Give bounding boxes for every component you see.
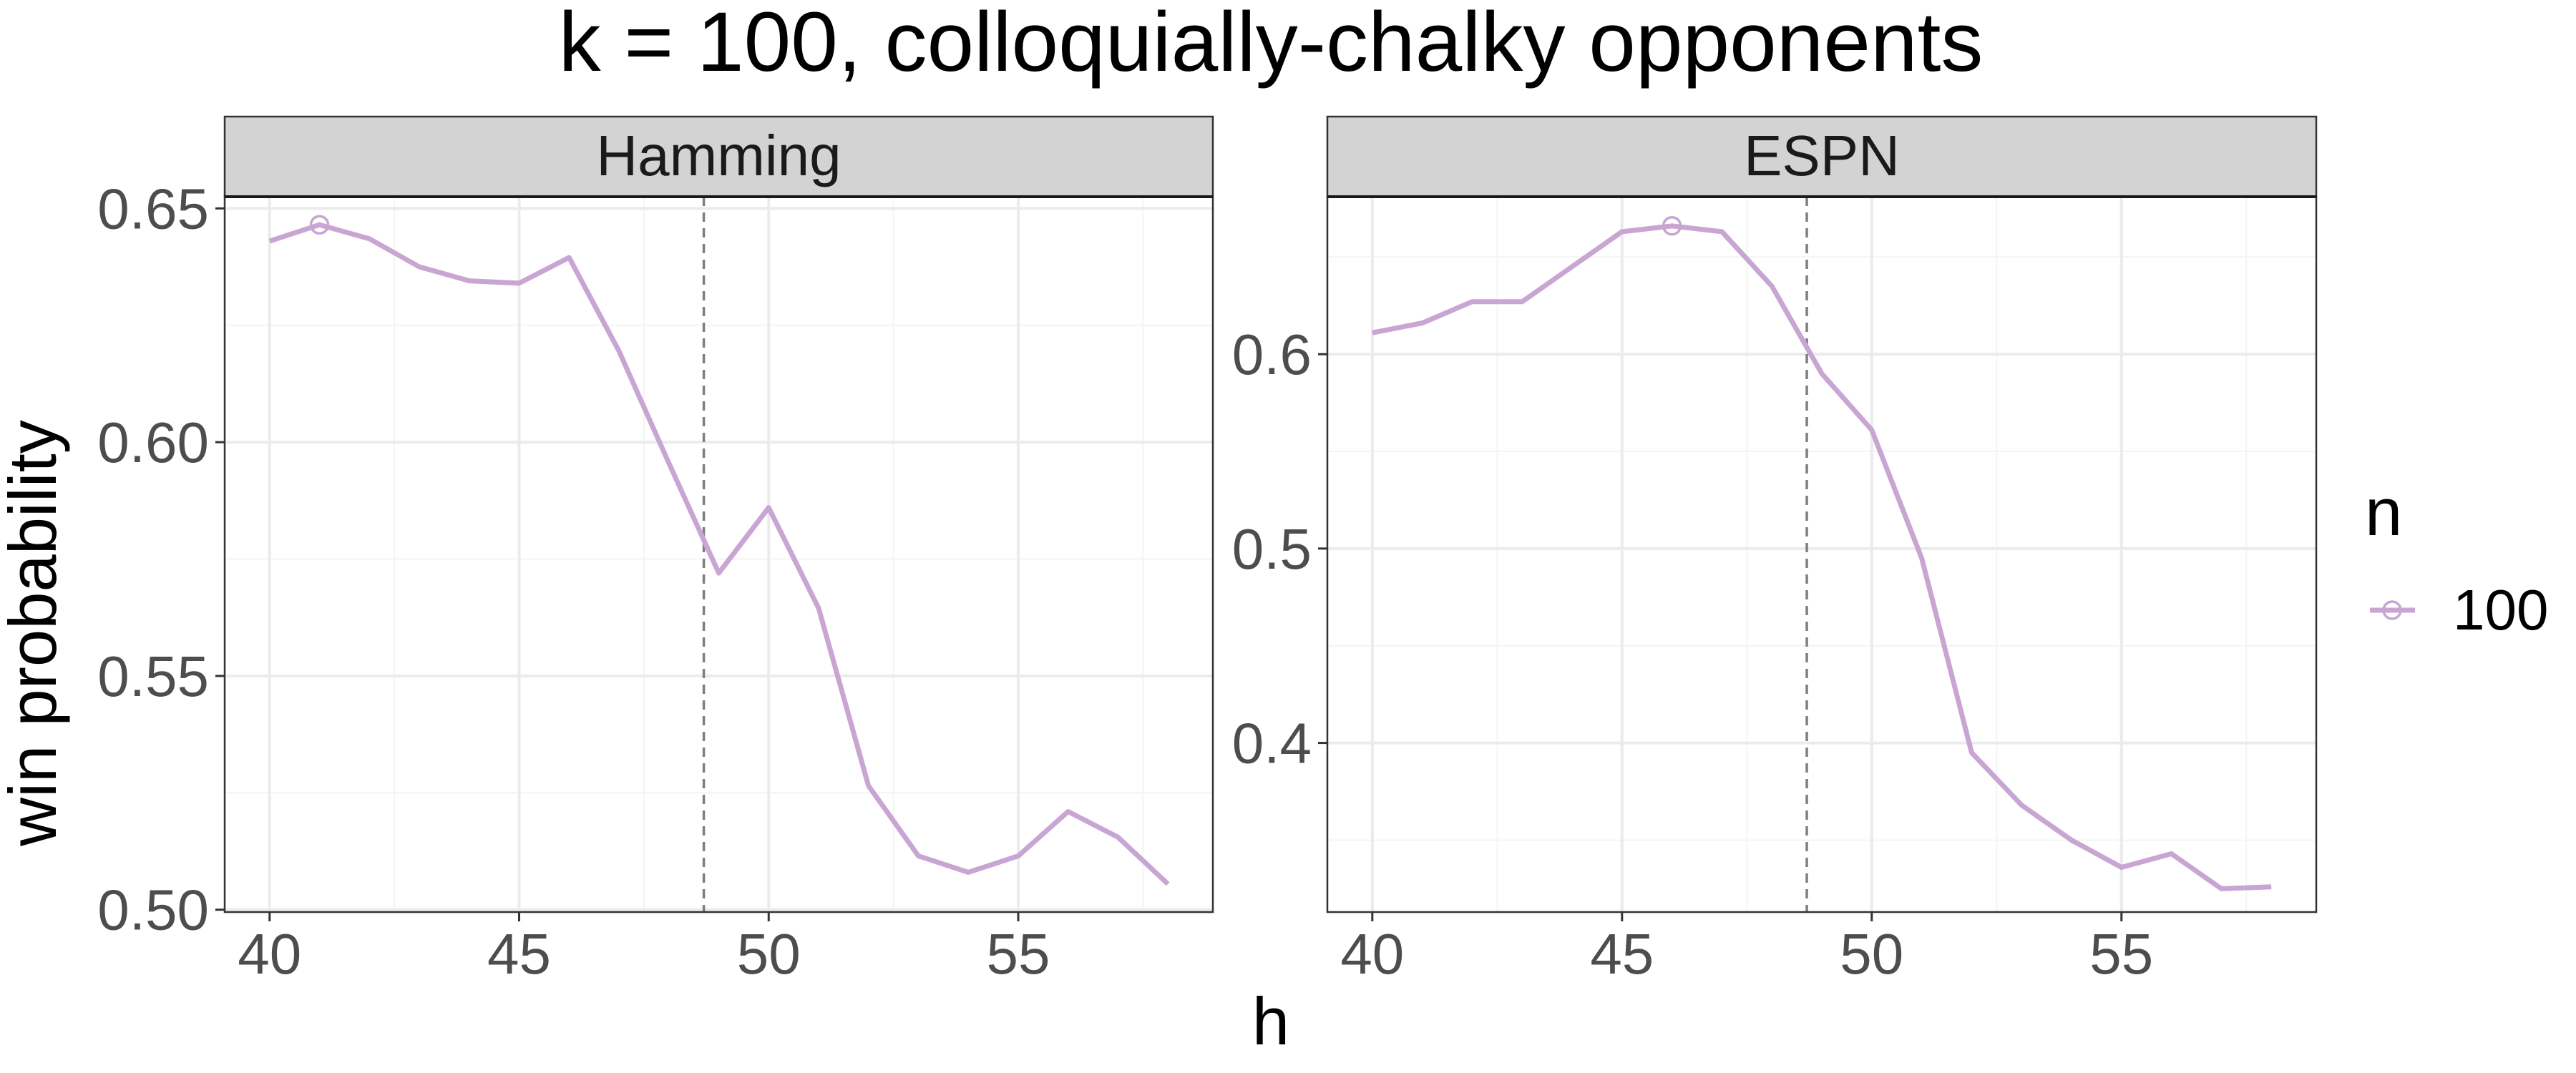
y-tick-label: 0.4 [1232, 712, 1312, 775]
series-marker [1662, 216, 1682, 236]
chart-title: k = 100, colloquially-chalky opponents [559, 0, 1984, 89]
panels: Hamming 40 45 50 55 0.50 0.55 0.60 0.65 ESPN 40 45 5… [97, 115, 2318, 986]
series-line-100 [268, 222, 1170, 886]
x-tick-label: 45 [1590, 922, 1654, 986]
facet-strip [1326, 115, 2318, 198]
legend: n 100 [2365, 474, 2548, 642]
panel-hamming: Hamming 40 45 50 55 0.50 0.55 0.60 0.65 [97, 115, 1214, 986]
series-line-100 [1372, 223, 2272, 891]
facet-strip [223, 115, 1214, 198]
y-tick-label: 0.65 [97, 177, 209, 240]
plot-area [225, 197, 1213, 912]
y-tick-label: 0.55 [97, 645, 209, 708]
x-tick-label: 50 [1840, 922, 1903, 986]
y-tick-label: 0.5 [1232, 517, 1312, 581]
facet-strip-label: ESPN [1744, 124, 1900, 187]
x-tick-label: 45 [487, 922, 551, 986]
y-tick-label: 0.60 [97, 411, 209, 474]
facet-strip-label: Hamming [596, 124, 841, 187]
legend-entry-label: 100 [2453, 578, 2548, 642]
series-marker [309, 215, 330, 235]
legend-title: n [2365, 474, 2402, 549]
y-axis-label: win probability [0, 420, 70, 847]
panel-espn: ESPN 40 45 50 55 0.4 0.5 0.6 [1232, 115, 2318, 986]
x-tick-label: 40 [1340, 922, 1404, 986]
y-tick-label: 0.6 [1232, 323, 1312, 386]
y-tick-label: 0.50 [97, 878, 209, 942]
legend-key-marker [2382, 600, 2402, 620]
x-tick-label: 40 [238, 922, 301, 986]
x-tick-label: 55 [2089, 922, 2153, 986]
plot-area [1327, 197, 2316, 912]
x-axis-label: h [1252, 984, 1289, 1059]
x-tick-label: 50 [737, 922, 801, 986]
x-tick-label: 55 [986, 922, 1050, 986]
